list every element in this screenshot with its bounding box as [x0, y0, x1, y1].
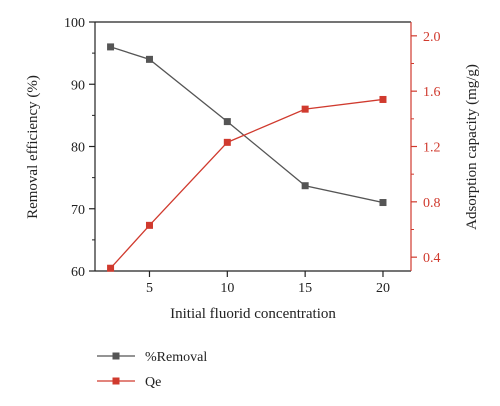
- right-y-tick-label: 1.2: [423, 141, 441, 156]
- data-point-removal: [223, 118, 231, 126]
- x-axis-ticks: 5 10 15 20: [146, 271, 390, 296]
- x-tick-label: 10: [220, 281, 234, 296]
- legend-label-qe: Qe: [145, 375, 161, 390]
- data-point-qe: [223, 138, 231, 146]
- legend-marker-removal: [112, 352, 120, 360]
- x-tick-label: 15: [298, 281, 312, 296]
- data-point-qe: [145, 221, 153, 229]
- right-y-tick-label: 1.6: [423, 85, 441, 100]
- x-tick-label: 20: [376, 281, 390, 296]
- left-y-tick-label: 100: [64, 16, 85, 31]
- legend: %Removal Qe: [97, 350, 207, 390]
- left-y-tick-label: 70: [71, 203, 85, 218]
- data-point-removal: [379, 199, 387, 207]
- left-y-tick-label: 90: [71, 78, 85, 93]
- x-tick-label: 5: [146, 281, 153, 296]
- x-axis-label: Initial fluorid concentration: [170, 306, 336, 322]
- data-point-qe: [379, 95, 387, 103]
- series-layer: [107, 43, 387, 272]
- right-y-tick-label: 0.4: [423, 251, 441, 266]
- data-point-qe: [107, 264, 115, 272]
- right-y-tick-label: 2.0: [423, 30, 441, 45]
- series-line-removal: [110, 46, 384, 204]
- left-y-axis-label: Removal efficiency (%): [25, 75, 41, 219]
- data-point-removal: [145, 55, 153, 63]
- legend-marker-qe: [112, 377, 120, 385]
- data-point-qe: [301, 105, 309, 113]
- data-point-removal: [301, 182, 309, 190]
- right-y-axis-label: Adsorption capacity (mg/g): [464, 64, 480, 230]
- right-y-axis-ticks: 0.4 0.8 1.2 1.6 2.0: [411, 30, 441, 266]
- legend-label-removal: %Removal: [145, 350, 207, 365]
- left-y-axis-ticks: 60 70 80 90 100: [64, 16, 95, 280]
- left-y-tick-label: 60: [71, 265, 85, 280]
- data-point-removal: [107, 43, 115, 51]
- right-y-tick-label: 0.8: [423, 196, 441, 211]
- series-line-qe: [110, 98, 384, 269]
- left-y-tick-label: 80: [71, 141, 85, 156]
